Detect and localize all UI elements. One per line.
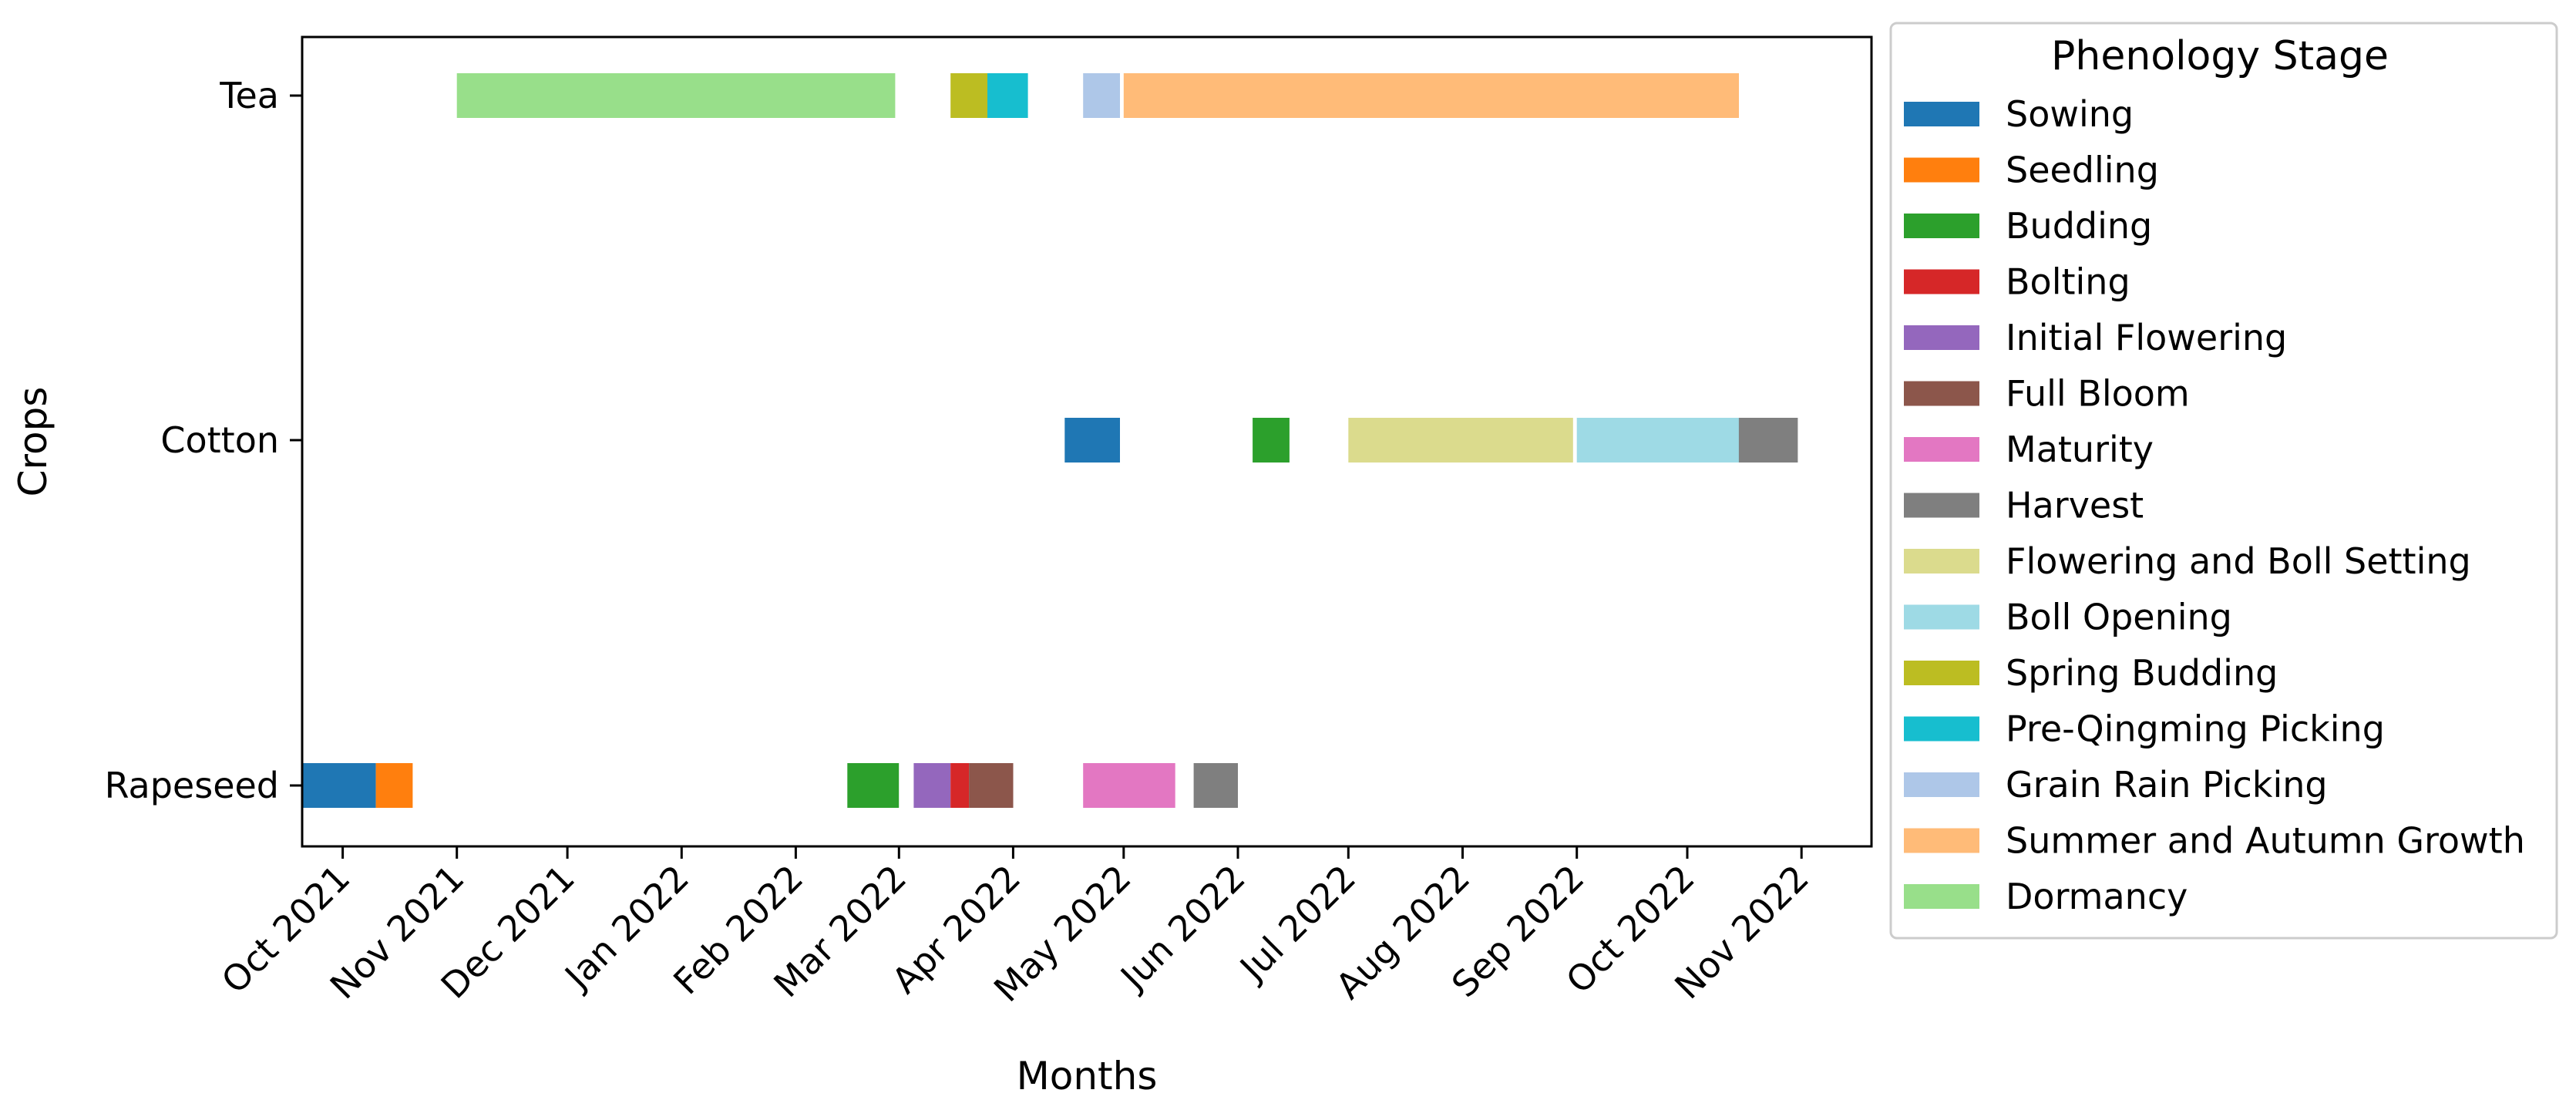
legend-swatch-grain-rain-picking (1904, 772, 1979, 797)
bars-layer (302, 73, 1798, 808)
bar-rapeseed-bolting (950, 763, 970, 808)
legend-swatch-maturity (1904, 437, 1979, 462)
legend-swatch-harvest (1904, 493, 1979, 518)
legend-swatch-full-bloom (1904, 381, 1979, 406)
bar-tea-summer-and-autumn-growth (1123, 73, 1739, 118)
bar-rapeseed-maturity (1083, 763, 1175, 808)
plot-frame (301, 35, 1873, 848)
legend-swatch-seedling (1904, 157, 1979, 183)
legend-label-harvest: Harvest (2006, 485, 2144, 526)
x-axis-title: Months (1017, 1054, 1158, 1098)
legend-label-budding: Budding (2006, 205, 2152, 247)
legend-label-dormancy: Dormancy (2006, 876, 2188, 917)
legend-swatch-flowering-and-boll-setting (1904, 549, 1979, 574)
legend-label-boll-opening: Boll Opening (2006, 597, 2232, 638)
y-tick-label-tea: Tea (219, 75, 279, 116)
y-tick-label-rapeseed: Rapeseed (105, 765, 279, 806)
legend-swatch-boll-opening (1904, 604, 1979, 630)
legend-swatch-bolting (1904, 269, 1979, 294)
bar-cotton-flowering-and-boll-setting (1348, 418, 1573, 462)
legend-label-maturity: Maturity (2006, 429, 2154, 470)
bar-rapeseed-initial-flowering (913, 763, 951, 808)
bar-rapeseed-harvest (1193, 763, 1238, 808)
legend-swatch-budding (1904, 214, 1979, 238)
legend-title: Phenology Stage (2051, 33, 2389, 79)
legend-label-initial-flowering: Initial Flowering (2006, 317, 2287, 358)
legend-swatch-pre-qingming-picking (1904, 716, 1979, 742)
bar-rapeseed-seedling (375, 763, 413, 808)
bar-cotton-harvest (1738, 418, 1798, 462)
y-axis-title: Crops (11, 387, 55, 497)
y-tick-label-cotton: Cotton (160, 419, 279, 461)
legend-label-flowering-and-boll-setting: Flowering and Boll Setting (2006, 540, 2471, 582)
bar-cotton-sowing (1064, 418, 1120, 462)
bar-rapeseed-sowing (302, 763, 376, 808)
bar-tea-dormancy (456, 73, 896, 118)
bar-cotton-boll-opening (1576, 418, 1739, 462)
legend-swatch-sowing (1904, 102, 1979, 126)
legend-swatch-initial-flowering (1904, 325, 1979, 350)
legend-label-seedling: Seedling (2006, 150, 2159, 191)
x-tick-label: Jun 2022 (1111, 857, 1253, 999)
legend-label-full-bloom: Full Bloom (2006, 373, 2190, 415)
legend-swatch-spring-budding (1904, 661, 1979, 685)
bar-rapeseed-budding (847, 763, 900, 808)
legend-label-grain-rain-picking: Grain Rain Picking (2006, 764, 2328, 806)
bar-rapeseed-full-bloom (969, 763, 1014, 808)
bar-tea-grain-rain-picking (1083, 73, 1120, 118)
bar-cotton-budding (1253, 418, 1290, 462)
legend-label-spring-budding: Spring Budding (2006, 652, 2278, 694)
legend-label-summer-and-autumn-growth: Summer and Autumn Growth (2006, 820, 2525, 862)
legend-swatch-dormancy (1904, 884, 1979, 909)
y-axis-ticks: Tea Cotton Rapeseed (105, 75, 302, 806)
legend-items: Sowing Seedling Budding Bolting Initial Flow… (1904, 93, 2525, 917)
legend-swatch-summer-and-autumn-growth (1904, 828, 1979, 853)
legend-label-sowing: Sowing (2006, 93, 2134, 135)
bar-tea-pre-qingming-picking (987, 73, 1028, 118)
legend-frame (1889, 22, 2558, 940)
bar-tea-spring-budding (950, 73, 987, 118)
legend: Phenology Stage Sowing Seedling Budding Bol… (1889, 22, 2558, 940)
legend-label-pre-qingming-picking: Pre-Qingming Picking (2006, 708, 2385, 750)
legend-label-bolting: Bolting (2006, 261, 2130, 303)
